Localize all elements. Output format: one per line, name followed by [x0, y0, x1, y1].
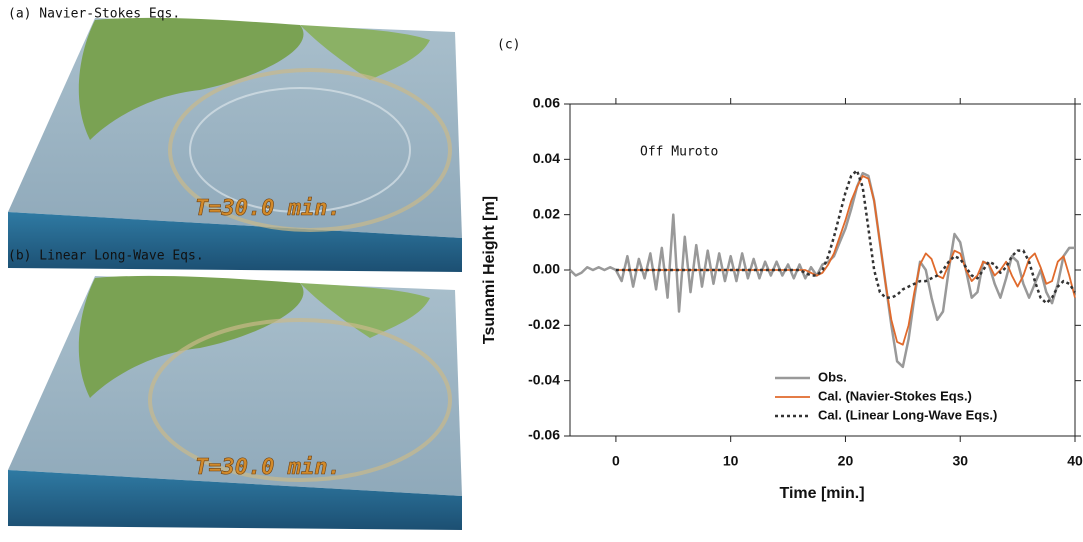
render-a: T=30.0 min.	[8, 17, 462, 272]
y-tick-label: -0.04	[528, 371, 560, 387]
y-tick-label: 0.02	[533, 205, 560, 221]
block-front	[8, 212, 462, 272]
land	[78, 17, 304, 140]
x-tick-label: 40	[1067, 453, 1083, 469]
panel-label: (b) Linear Long-Wave Eqs.	[8, 249, 204, 264]
y-tick-label: -0.02	[528, 316, 560, 332]
land	[300, 283, 430, 338]
wave-front	[168, 68, 452, 232]
y-tick-label: 0.00	[533, 261, 560, 277]
data-line	[615, 175, 1076, 346]
render-b: T=30.0 min.	[8, 275, 462, 530]
y-axis-label: Tsunami Height [m]	[481, 196, 498, 344]
data-line	[569, 171, 1075, 369]
legend-label: Cal. (Navier-Stokes Eqs.)	[818, 388, 972, 403]
legend-label: Obs.	[818, 369, 847, 384]
y-tick-label: -0.06	[528, 427, 560, 443]
data-line	[615, 169, 1077, 305]
y-tick-label: 0.06	[533, 95, 560, 111]
time-label: T=30.0 min.	[195, 196, 341, 221]
x-axis-label: Time [min.]	[779, 485, 864, 502]
time-label: T=30.0 min.	[195, 455, 341, 480]
panel-label: (c)	[497, 38, 520, 53]
y-tick-label: 0.04	[533, 150, 560, 166]
legend-label: Cal. (Linear Long-Wave Eqs.)	[818, 407, 997, 422]
block-front	[8, 470, 462, 530]
land	[78, 275, 304, 398]
annotation: Off Muroto	[640, 145, 718, 160]
x-tick-label: 20	[838, 453, 854, 469]
x-tick-label: 0	[612, 453, 620, 469]
panel-label: (a) Navier-Stokes Eqs.	[8, 7, 180, 22]
wave-front	[148, 318, 452, 482]
x-tick-label: 30	[952, 453, 968, 469]
x-tick-label: 10	[723, 453, 739, 469]
wave-ring	[189, 87, 411, 213]
land	[300, 25, 430, 80]
